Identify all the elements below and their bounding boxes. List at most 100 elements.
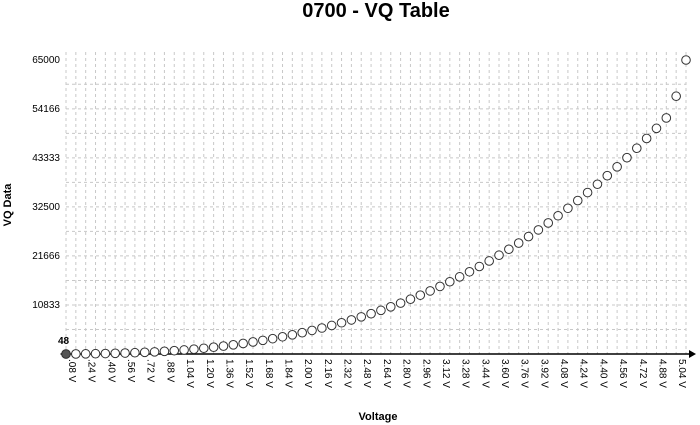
x-tick-label: 2.32 V	[342, 359, 353, 388]
data-point	[523, 231, 534, 242]
y-tick-label: 65000	[32, 55, 60, 66]
x-tick-label: 5.04 V	[676, 359, 687, 388]
x-tick-label: 2.80 V	[401, 359, 412, 388]
data-point	[228, 340, 239, 350]
data-point	[612, 162, 622, 172]
data-point	[277, 331, 288, 342]
x-tick-label: 4.56 V	[617, 359, 628, 388]
x-tick-label: 4.40 V	[597, 359, 608, 388]
data-point	[661, 113, 672, 123]
data-point	[415, 290, 426, 300]
data-point	[553, 210, 563, 221]
x-tick-label: 4.08 V	[558, 359, 569, 388]
x-tick-label: 4.72 V	[637, 359, 648, 388]
y-axis-label: VQ Data	[2, 183, 14, 227]
x-tick-label: 3.44 V	[479, 359, 490, 388]
y-tick-label: 21666	[32, 251, 60, 262]
data-point	[218, 341, 229, 351]
x-tick-label: .88 V	[164, 359, 175, 383]
data-point	[582, 187, 593, 198]
data-point-first	[61, 349, 71, 359]
data-point	[130, 347, 140, 358]
y-tick-labels: 10833 21666 32500 43333 54166 65000	[32, 55, 60, 311]
data-point	[651, 123, 662, 134]
data-point	[267, 333, 278, 344]
data-point	[631, 143, 642, 154]
data-point	[120, 348, 130, 358]
x-tick-label: 3.92 V	[538, 359, 549, 388]
data-point	[356, 312, 367, 322]
x-tick-label: 1.20 V	[204, 359, 215, 388]
data-point	[189, 344, 199, 354]
data-point	[622, 152, 632, 163]
data-points	[61, 55, 691, 359]
data-point	[395, 298, 406, 308]
data-point	[287, 329, 298, 340]
x-tick-label: 4.88 V	[656, 359, 667, 388]
data-point	[317, 323, 327, 333]
x-tick-label: 1.04 V	[184, 359, 195, 388]
data-point	[464, 266, 475, 277]
x-tick-label: .40 V	[105, 359, 116, 383]
data-point	[572, 195, 583, 206]
x-tick-label: 2.96 V	[420, 359, 431, 388]
data-point	[326, 320, 337, 331]
data-point	[159, 346, 170, 357]
grid	[65, 52, 687, 354]
x-tick-label: 4.24 V	[578, 359, 589, 388]
data-point	[198, 343, 209, 354]
data-point	[366, 308, 376, 319]
x-tick-label: 2.16 V	[322, 359, 333, 388]
y-tick-label: 54166	[32, 104, 60, 115]
data-point	[454, 272, 465, 282]
x-tick-label: 2.48 V	[361, 359, 372, 388]
x-tick-label: .72 V	[145, 359, 156, 383]
x-tick-label: 1.84 V	[283, 359, 294, 388]
data-point	[484, 256, 494, 266]
data-point	[248, 337, 258, 347]
data-point	[681, 55, 691, 65]
x-axis-label: Voltage	[359, 411, 398, 423]
data-point	[405, 294, 416, 305]
data-point	[641, 133, 652, 144]
x-tick-label: .56 V	[125, 359, 136, 383]
data-point	[258, 335, 268, 346]
data-point	[297, 327, 307, 338]
x-tick-label: 3.76 V	[519, 359, 530, 388]
data-point	[307, 325, 317, 336]
data-point	[376, 305, 386, 316]
x-tick-label: .24 V	[86, 359, 97, 383]
x-axis-arrow	[689, 350, 696, 358]
data-point	[346, 315, 357, 325]
data-point	[80, 349, 91, 359]
x-tick-label: 3.60 V	[499, 359, 510, 388]
y-tick-label: 10833	[32, 300, 60, 311]
data-point	[139, 347, 150, 358]
data-point	[149, 347, 160, 357]
data-point	[474, 261, 485, 272]
x-tick-labels: .08 V .24 V .40 V .56 V .72 V .88 V 1.04 V 1.20…	[66, 359, 687, 388]
data-point	[100, 348, 111, 359]
y-tick-label: 32500	[32, 202, 60, 213]
data-point	[336, 317, 347, 328]
data-point	[504, 244, 514, 255]
data-point	[445, 276, 455, 287]
x-tick-label: 1.36 V	[223, 359, 234, 388]
data-point	[238, 338, 248, 349]
data-point	[385, 302, 396, 312]
x-tick-label: 3.28 V	[460, 359, 471, 388]
x-tick-label: 1.52 V	[243, 359, 254, 388]
data-point	[90, 348, 101, 359]
data-point	[533, 225, 544, 235]
data-point	[494, 250, 504, 261]
chart-title: 0700 - VQ Table	[302, 0, 449, 22]
data-point	[179, 345, 189, 355]
x-tick-label: 2.64 V	[381, 359, 392, 388]
data-point	[169, 345, 180, 356]
data-point	[71, 349, 81, 359]
data-point	[563, 203, 573, 214]
data-point	[208, 342, 219, 353]
data-point	[435, 281, 445, 292]
x-tick-label: .08 V	[66, 359, 77, 383]
